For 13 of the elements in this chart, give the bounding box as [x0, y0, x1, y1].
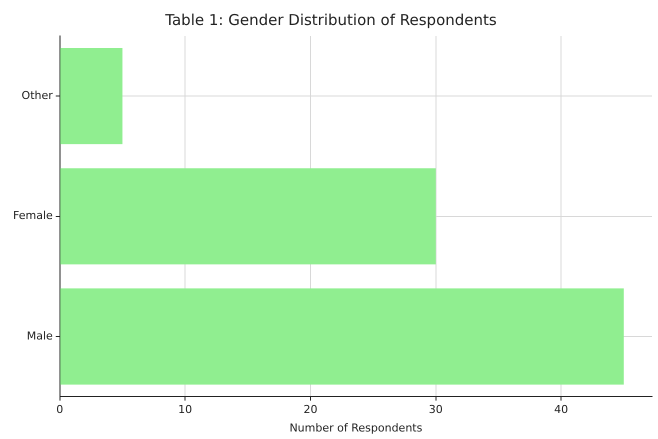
x-tick-label: 30 — [428, 403, 443, 416]
x-tick-label: 40 — [554, 403, 568, 416]
x-tick-label: 0 — [56, 403, 64, 416]
y-tick-label: Male — [26, 329, 53, 342]
y-tick-label: Other — [22, 88, 54, 102]
x-axis-title: Number of Respondents — [289, 421, 423, 434]
x-tick-label: 20 — [303, 403, 318, 416]
x-tick-label: 10 — [178, 403, 192, 416]
bar — [60, 288, 624, 385]
bar — [60, 48, 122, 144]
chart-title: Table 1: Gender Distribution of Respondents — [164, 10, 497, 29]
bar — [60, 168, 436, 264]
y-tick-label: Female — [12, 209, 53, 222]
